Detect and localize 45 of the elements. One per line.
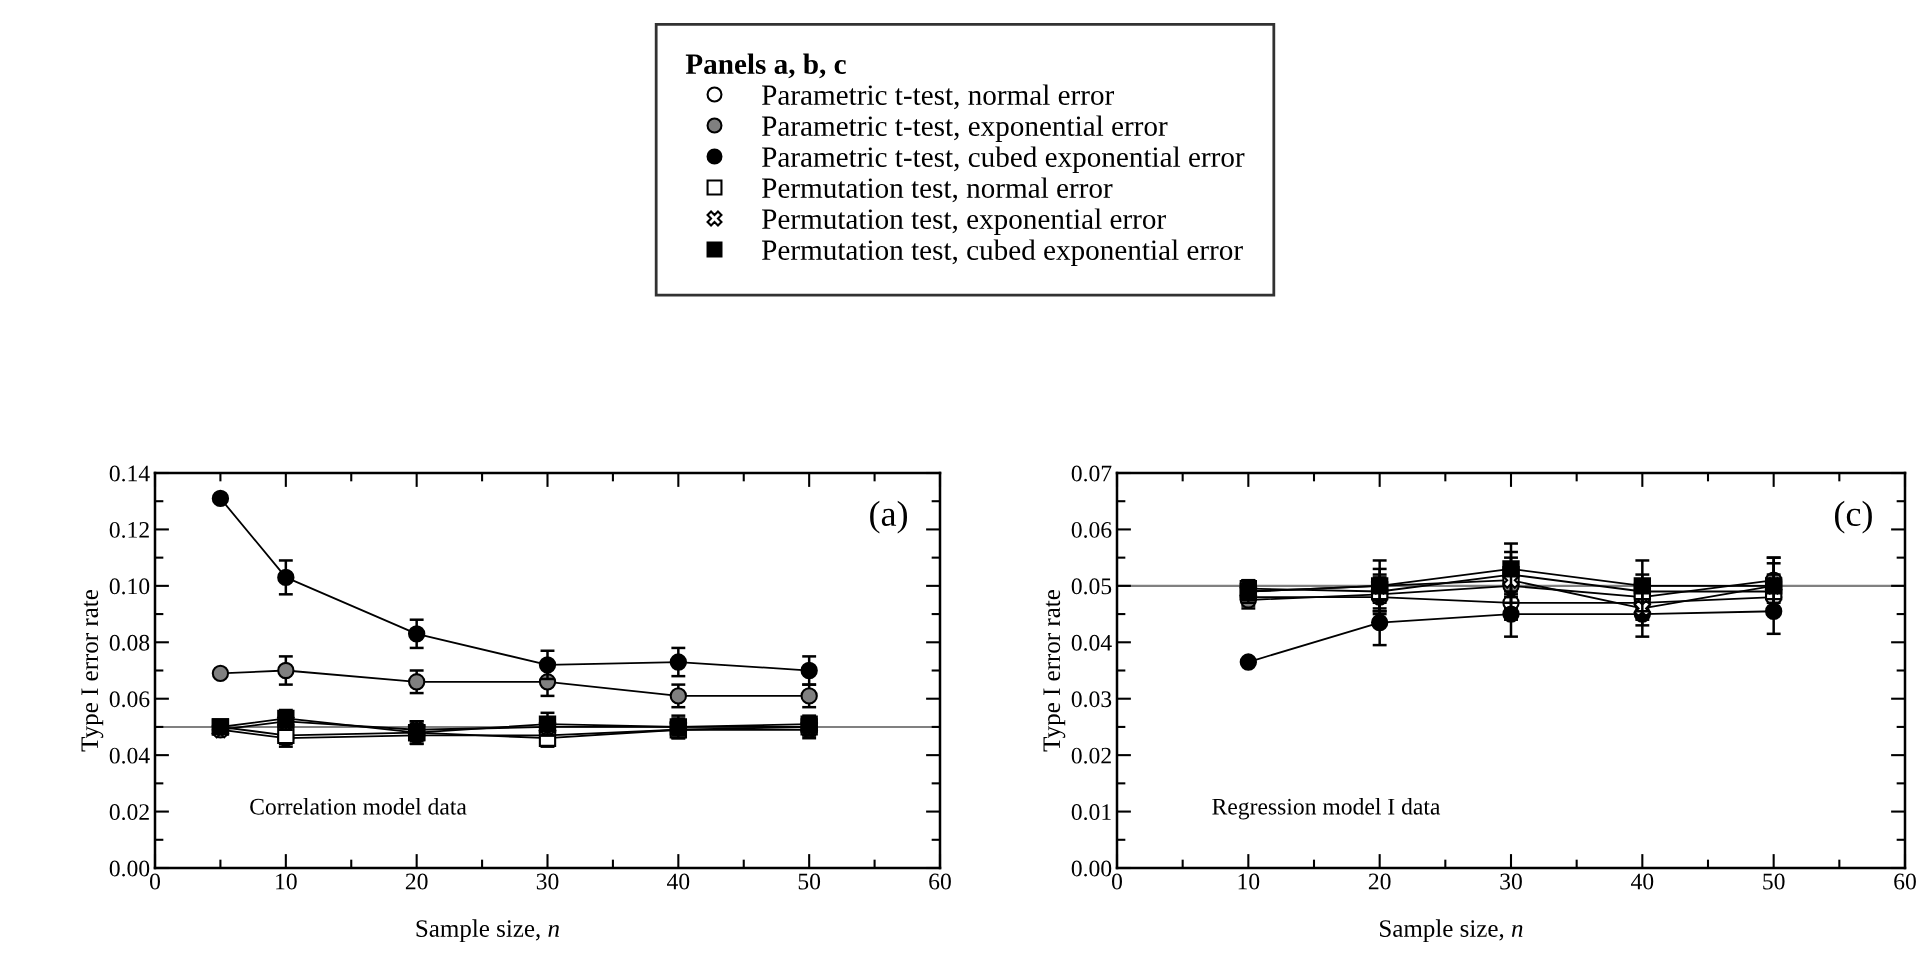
y-tick-label: 0.02 [109,804,149,821]
legend-label: Permutation test, normal error [762,177,1113,203]
legend-title: Panels a, b, c [685,53,846,79]
x-tick-label: 60 [1894,873,1916,890]
x-tick-label: 0 [1112,873,1122,890]
annotation: Regression model I data [1212,798,1441,820]
y-tick-label: 0.01 [1071,804,1111,821]
y-tick-label: 0.14 [109,465,150,482]
legend-label: Permutation test, cubed exponential error [762,239,1243,266]
x-tick-label: 50 [1763,873,1785,890]
y-tick-label: 0.04 [1071,634,1112,651]
y-axis-title: Type I error rate [81,590,104,752]
x-axis-title: Sample size, n [1380,919,1523,943]
legend-label: Parametric t-test, cubed exponential error [762,146,1245,173]
y-tick-label: 0.04 [109,747,150,764]
y-tick-label: 0.12 [109,521,149,538]
x-tick-label: 20 [1368,873,1391,890]
y-tick-label: 0.05 [1071,578,1112,595]
y-tick-label: 0.08 [109,634,150,651]
y-tick-label: 0.00 [109,860,150,877]
annotation: (a) [870,500,908,534]
y-tick-label: 0.06 [1071,521,1112,538]
y-tick-label: 0.10 [109,578,150,595]
y-tick-label: 0.07 [1071,465,1112,482]
x-tick-label: 30 [1500,873,1522,890]
x-tick-label: 50 [798,873,821,890]
legend-label: Permutation test, exponential error [762,208,1166,235]
x-axis-title: Sample size, n [416,919,559,943]
y-tick-label: 0.02 [1071,747,1111,764]
x-tick-label: 20 [405,873,428,890]
x-tick-label: 60 [929,873,951,890]
y-axis-title: Type I error rate [1043,590,1066,752]
legend-label: Parametric t-test, normal error [762,84,1115,110]
x-tick-label: 40 [666,873,690,890]
x-tick-label: 30 [536,873,559,890]
annotation: Correlation model data [250,798,467,815]
x-tick-label: 40 [1630,873,1654,890]
legend-label: Parametric t-test, exponential error [762,115,1168,142]
x-tick-label: 0 [150,873,160,890]
x-tick-label: 10 [276,873,297,890]
y-tick-label: 0.00 [1071,860,1112,877]
y-tick-label: 0.03 [1071,691,1112,708]
y-tick-label: 0.06 [109,691,150,708]
x-tick-label: 10 [1238,873,1260,890]
annotation: (c) [1834,500,1872,534]
